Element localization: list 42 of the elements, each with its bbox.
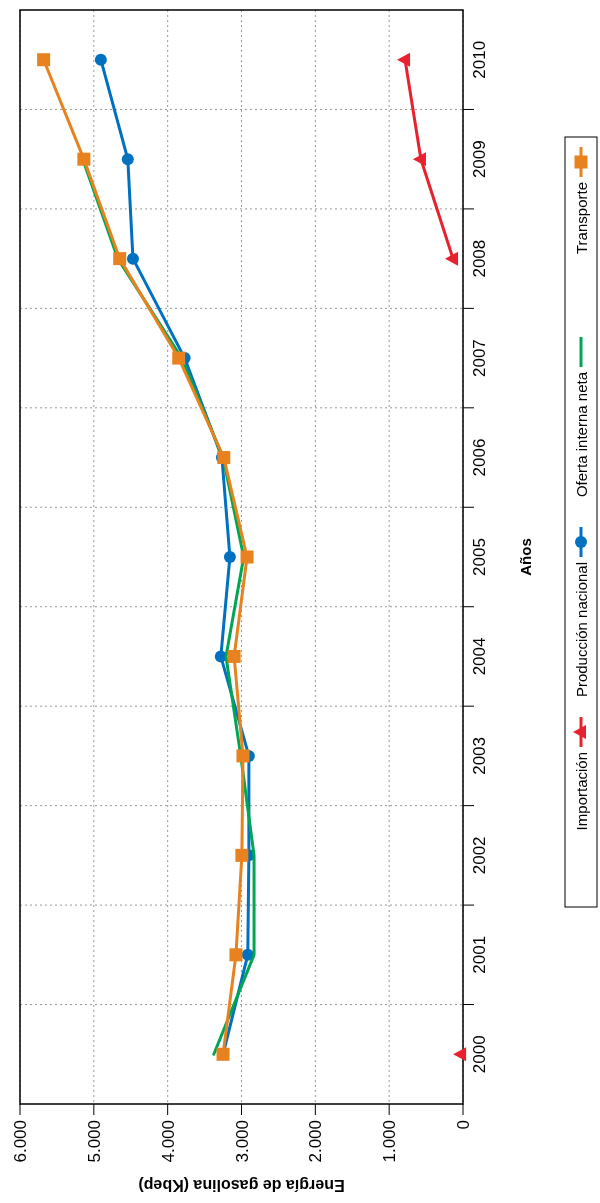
y-tick-label: 2002 [470,836,489,875]
y-tick-label: 2006 [470,438,489,477]
x-tick-label: 5.000 [84,1120,104,1163]
y-tick-label: 2010 [470,40,489,79]
legend-label: Transporte [573,182,590,254]
legend-label: Importación [573,752,590,831]
y-tick-label: 2001 [470,935,489,974]
point [397,52,411,67]
point [453,1047,467,1062]
y-tick-label: 2000 [470,1035,489,1074]
y-tick-label: 2005 [470,538,489,576]
point [113,252,127,266]
point [172,351,186,365]
point [227,649,241,663]
x-tick-label: 1.000 [380,1120,400,1163]
point [240,550,254,564]
y-tick-label: 2003 [470,737,489,775]
point [445,251,459,266]
legend-label: Oferta interna neta [573,371,590,498]
x-tick-label: 2.000 [306,1120,326,1163]
point [121,153,134,166]
y-tick-label: 2008 [470,239,489,278]
point [241,948,254,961]
x-tick-label: 3.000 [232,1120,252,1163]
point [412,152,426,167]
point [126,252,139,265]
point [236,749,250,763]
y-axis-title: Años [517,538,534,576]
legend-label: Producción nacional [573,562,590,698]
point [229,948,243,962]
x-axis-title: Energía de gasolina (Kbep) [138,1177,345,1194]
x-tick-label: 6.000 [11,1120,30,1163]
x-tick-label: 4.000 [158,1120,178,1163]
point [235,848,249,862]
point [223,551,236,563]
point [37,53,51,67]
y-tick-label: 2007 [470,339,489,377]
x-tick-label: 0 [454,1120,473,1130]
point [94,53,107,66]
y-tick-label: 2004 [470,637,489,676]
y-tick-label: 2009 [470,140,489,179]
point [77,152,91,166]
